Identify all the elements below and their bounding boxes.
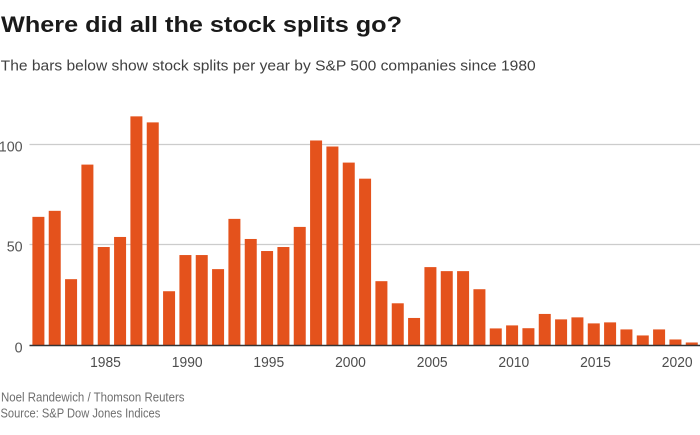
svg-text:2020: 2020 [662,354,693,371]
svg-text:50: 50 [7,240,23,256]
svg-text:The bars below show stock spli: The bars below show stock splits per yea… [1,57,536,74]
svg-text:Where did all the stock splits: Where did all the stock splits go? [1,12,402,37]
svg-text:1990: 1990 [172,354,203,371]
svg-text:2005: 2005 [417,354,448,371]
svg-text:2015: 2015 [580,354,611,371]
svg-text:2000: 2000 [335,354,366,371]
svg-text:0: 0 [15,341,23,357]
svg-text:1985: 1985 [90,354,121,371]
svg-text:Noel Randewich / Thomson Reute: Noel Randewich / Thomson Reuters [1,391,185,405]
svg-text:100: 100 [0,140,23,156]
svg-text:1995: 1995 [253,354,284,371]
svg-text:2010: 2010 [498,354,529,371]
svg-text:Source: S&P Dow Jones Indices: Source: S&P Dow Jones Indices [1,406,161,420]
